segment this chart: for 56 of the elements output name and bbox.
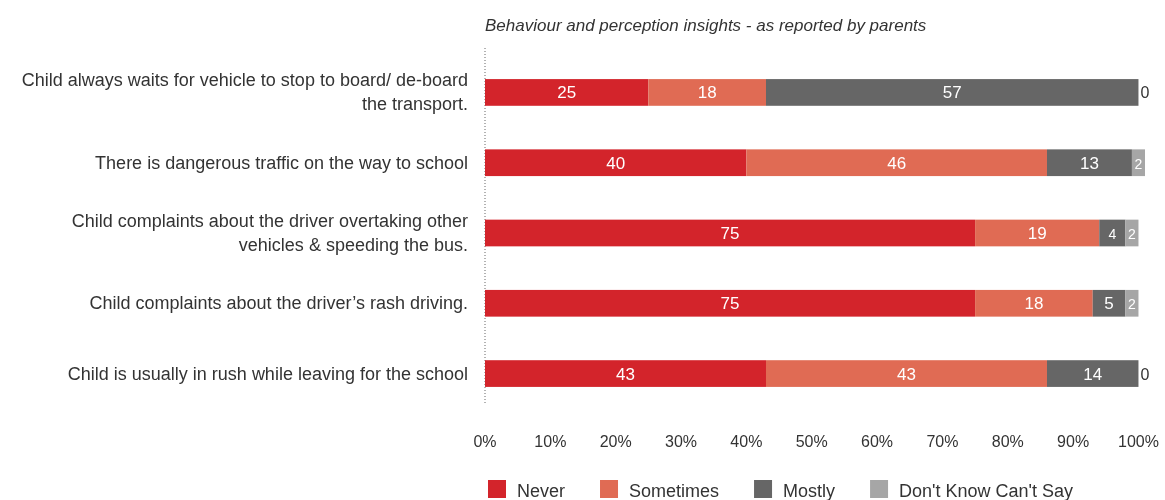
x-tick-label: 20% <box>599 433 632 450</box>
x-tick-label: 70% <box>926 433 959 450</box>
bar <box>1092 289 1126 317</box>
data-label: 19 <box>1027 224 1047 243</box>
x-tick-label: 60% <box>861 433 894 450</box>
legend-label: Sometimes <box>629 481 720 500</box>
bar <box>1046 360 1139 387</box>
y-tick-label: Child is usually in rush while leaving for the school <box>67 363 468 384</box>
x-tick-label: 80% <box>991 433 1024 450</box>
y-tick-label: Child always waits for vehicle to stop to board/ de-board the transport. <box>21 70 468 115</box>
y-tick-label: There is dangerous traffic on the way to school <box>95 152 468 173</box>
x-tick-label: 10% <box>534 433 567 450</box>
bar <box>485 289 976 317</box>
data-label: 46 <box>887 153 907 173</box>
data-label: 5 <box>1104 294 1114 314</box>
data-label: 25 <box>557 83 577 103</box>
bar <box>648 79 766 106</box>
y-tick-label: Child complaints about the driver’s rash driving. <box>89 293 468 314</box>
data-label: 2 <box>1128 296 1137 313</box>
data-label: 75 <box>720 224 740 243</box>
x-tick-label: 30% <box>665 433 698 450</box>
legend-label: Mostly <box>783 481 836 500</box>
bar <box>765 360 1047 387</box>
y-tick-label: Child complaints about the driver overtaking other vehicles & speeding the bus. <box>71 211 468 255</box>
bar <box>975 289 1093 317</box>
data-label: 18 <box>697 83 717 103</box>
x-tick-label: 90% <box>1057 433 1090 450</box>
data-label: 43 <box>897 364 916 384</box>
legend-label: Don't Know Can't Say <box>899 481 1074 500</box>
bar <box>1099 219 1126 247</box>
bar <box>746 149 1047 177</box>
data-label: 0 <box>1140 84 1150 102</box>
data-label: 4 <box>1108 226 1117 242</box>
bar <box>975 219 1100 247</box>
bar <box>485 360 766 387</box>
data-label: 2 <box>1134 155 1143 172</box>
x-tick-label: 50% <box>795 433 828 450</box>
bar <box>1046 149 1132 177</box>
x-tick-label: 0% <box>473 433 497 450</box>
bar <box>485 219 976 247</box>
data-label: 14 <box>1083 364 1103 384</box>
data-label: 18 <box>1024 294 1044 314</box>
data-label: 0 <box>1140 365 1150 383</box>
x-tick-label: 40% <box>730 433 763 450</box>
legend-label: Never <box>517 481 566 500</box>
data-label: 40 <box>606 153 626 173</box>
data-label: 13 <box>1079 153 1099 173</box>
data-label: 57 <box>942 83 962 103</box>
data-label: 75 <box>720 294 740 314</box>
x-tick-label: 100% <box>1118 433 1159 450</box>
bar <box>485 79 649 106</box>
bar <box>765 79 1139 106</box>
bar <box>485 149 747 177</box>
chart-title: Behaviour and perception insights - as reported by parents <box>485 16 927 35</box>
data-label: 2 <box>1128 226 1137 242</box>
data-label: 43 <box>616 364 635 384</box>
